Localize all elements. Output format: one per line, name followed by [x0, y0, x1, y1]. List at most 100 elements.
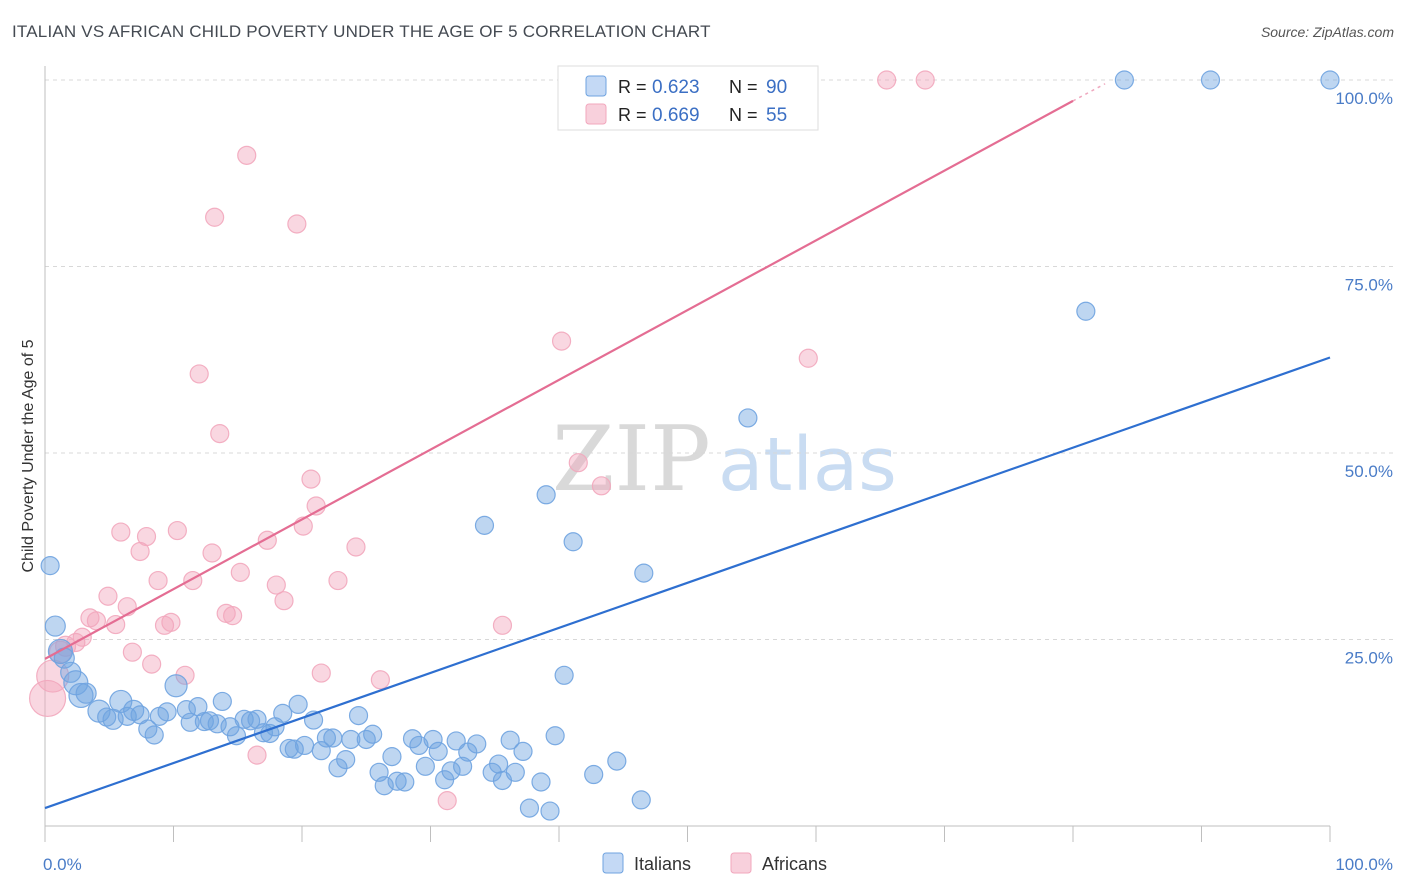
africans-point-41 — [370, 670, 390, 690]
bottom-legend-label-italians: Italians — [634, 854, 691, 874]
y-tick-label-3: 100.0% — [1335, 89, 1393, 108]
africans-point-18 — [161, 612, 181, 632]
italians-point-86 — [1114, 70, 1135, 90]
italians-point-9 — [97, 707, 117, 727]
italians-point-7 — [75, 682, 97, 704]
series-italians — [40, 70, 1340, 821]
italians-point-87 — [1200, 70, 1221, 90]
africans-point-0 — [28, 679, 67, 718]
italians-point-71 — [505, 762, 525, 782]
italians-point-78 — [554, 665, 574, 685]
italians-point-74 — [531, 772, 551, 792]
africans-point-8 — [98, 586, 118, 606]
x-tick-labels: 0.0% 100.0% — [43, 855, 1393, 874]
legend-n-value-italians: 90 — [766, 77, 787, 98]
italians-point-77 — [545, 726, 565, 746]
italians-point-43 — [323, 728, 343, 748]
y-tick-labels: 25.0% 50.0% 75.0% 100.0% — [1335, 89, 1393, 668]
trend-line-africans — [44, 99, 1074, 660]
africans-point-24 — [205, 207, 225, 227]
africans-point-46 — [591, 476, 612, 496]
watermark: ZIP atlas — [552, 407, 897, 512]
africans-point-19 — [167, 520, 187, 541]
x-ticks — [44, 826, 1331, 842]
italians-point-88 — [1320, 70, 1340, 90]
legend-swatch-africans — [585, 103, 607, 125]
italians-point-21 — [180, 712, 200, 732]
africans-point-11 — [117, 597, 137, 617]
italians-point-62 — [446, 731, 466, 751]
y-tick-label-1: 50.0% — [1345, 462, 1393, 481]
italians-point-6 — [68, 682, 94, 709]
africans-point-28 — [230, 562, 250, 582]
bottom-legend-swatch-africans — [730, 852, 752, 874]
italians-point-36 — [279, 738, 299, 759]
italians-point-20 — [176, 700, 196, 720]
watermark-atlas: atlas — [718, 422, 897, 508]
italians-point-49 — [363, 724, 383, 744]
italians-point-45 — [336, 750, 356, 770]
africans-point-10 — [111, 522, 131, 542]
africans-point-5 — [72, 627, 92, 647]
italians-point-57 — [415, 756, 435, 776]
legend-r-value-italians: 0.623 — [652, 77, 700, 98]
italians-point-30 — [241, 711, 261, 731]
trend-line-africans-extension — [1072, 83, 1106, 102]
italians-point-0 — [40, 556, 60, 576]
y-tick-label-2: 75.0% — [1345, 276, 1393, 295]
legend-r-label-africans: R = — [618, 105, 647, 125]
africans-point-23 — [202, 543, 222, 563]
africans-point-32 — [266, 575, 286, 595]
bottom-legend-label-africans: Africans — [762, 854, 827, 874]
italians-point-59 — [428, 741, 448, 762]
italians-point-82 — [631, 790, 651, 810]
x-tick-label-0: 0.0% — [43, 855, 82, 874]
africans-point-30 — [247, 745, 267, 765]
series-legend: Italians Africans — [602, 852, 827, 874]
italians-point-53 — [387, 771, 407, 791]
africans-point-27 — [223, 606, 243, 626]
africans-point-44 — [551, 331, 572, 351]
italians-point-80 — [584, 764, 604, 785]
africans-point-16 — [148, 570, 168, 591]
italians-point-76 — [540, 801, 560, 821]
italians-point-48 — [356, 729, 376, 750]
italians-point-63 — [453, 756, 473, 776]
italians-point-83 — [634, 563, 654, 583]
legend-n-value-africans: 55 — [766, 105, 787, 126]
italians-point-44 — [328, 758, 348, 778]
series-africans — [28, 70, 935, 811]
legend-swatch-italians — [585, 75, 607, 97]
legend-n-label-italians: N = — [729, 77, 758, 97]
italians-point-32 — [253, 723, 274, 743]
italians-point-75 — [536, 485, 556, 505]
italians-point-54 — [395, 772, 415, 792]
africans-point-40 — [346, 537, 366, 557]
italians-point-66 — [474, 515, 495, 535]
italians-point-51 — [374, 776, 394, 796]
italians-point-38 — [288, 694, 308, 715]
italians-point-84 — [738, 408, 758, 428]
africans-point-25 — [210, 424, 230, 444]
x-tick-label-1: 100.0% — [1335, 855, 1393, 874]
africans-point-33 — [274, 591, 294, 611]
africans-point-12 — [122, 642, 142, 662]
africans-point-22 — [189, 364, 209, 384]
trend-line-italians — [44, 356, 1331, 810]
africans-point-42 — [437, 791, 457, 811]
italians-point-39 — [294, 735, 315, 756]
italians-point-35 — [273, 703, 293, 723]
africans-point-39 — [328, 570, 348, 591]
italians-point-52 — [382, 747, 402, 767]
italians-point-73 — [519, 798, 540, 818]
africans-point-45 — [568, 453, 588, 473]
legend-r-value-africans: 0.669 — [652, 105, 700, 126]
italians-point-41 — [311, 741, 331, 761]
italians-point-19 — [164, 674, 188, 698]
italians-point-79 — [563, 532, 583, 552]
legend-n-label-africans: N = — [729, 105, 758, 125]
stats-legend: R = 0.623 N = 90 R = 0.669 N = 55 — [557, 65, 819, 131]
y-axis-title: Child Poverty Under the Age of 5 — [20, 339, 37, 572]
italians-point-70 — [500, 730, 520, 750]
